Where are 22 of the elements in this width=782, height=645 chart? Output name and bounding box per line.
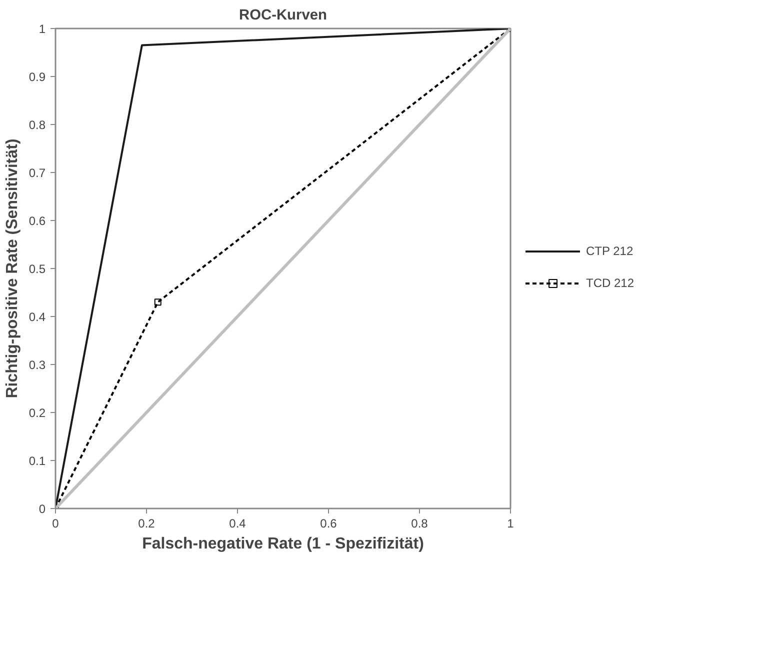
- x-tick-label: 1: [507, 516, 514, 530]
- y-tick-label: 0.9: [28, 70, 46, 84]
- chart-title: ROC-Kurven: [239, 8, 328, 24]
- x-tick-label: 0.8: [411, 516, 428, 530]
- x-axis-title: Falsch-negative Rate (1 - Spezifizität): [142, 536, 424, 552]
- y-tick-label: 0.8: [28, 118, 46, 132]
- legend-label: TCD 212: [586, 276, 634, 290]
- y-tick-label: 1: [38, 22, 46, 36]
- y-tick-label: 0.2: [28, 406, 46, 420]
- y-tick-label: 0.7: [28, 166, 46, 180]
- legend-label: CTP 212: [586, 244, 634, 258]
- x-tick-label: 0.6: [320, 516, 338, 530]
- x-tick-label: 0: [52, 516, 60, 530]
- y-axis-title: Richtig-positive Rate (Sensitivität): [4, 138, 21, 398]
- y-tick-label: 0.5: [28, 262, 46, 276]
- y-tick-label: 0.1: [28, 454, 46, 468]
- y-tick-label: 0: [38, 502, 46, 516]
- y-tick-label: 0.3: [28, 358, 46, 372]
- x-tick-label: 0.2: [138, 516, 156, 530]
- x-tick-label: 0.4: [229, 516, 246, 530]
- y-tick-label: 0.4: [28, 310, 46, 324]
- y-tick-label: 0.6: [28, 214, 46, 228]
